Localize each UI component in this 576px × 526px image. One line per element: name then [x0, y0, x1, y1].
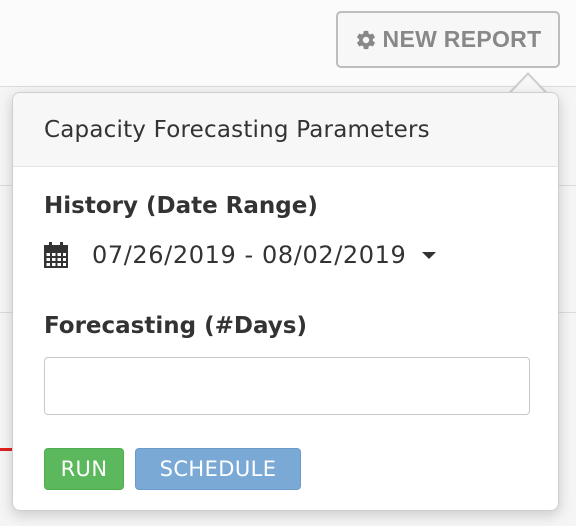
capacity-forecasting-popover: Capacity Forecasting Parameters History … [12, 92, 559, 511]
date-range-value: 07/26/2019 - 08/02/2019 [92, 241, 407, 269]
chevron-down-icon[interactable] [422, 251, 437, 259]
forecast-days-input[interactable] [44, 357, 530, 415]
new-report-label: NEW REPORT [382, 26, 542, 52]
chart-line-fragment [0, 448, 14, 451]
new-report-button[interactable]: NEW REPORT [336, 11, 560, 68]
popover-title: Capacity Forecasting Parameters [44, 116, 430, 143]
history-label: History (Date Range) [44, 193, 318, 219]
forecasting-label: Forecasting (#Days) [44, 313, 307, 339]
date-range-picker[interactable]: 07/26/2019 - 08/02/2019 [44, 241, 437, 269]
schedule-button[interactable]: SCHEDULE [135, 448, 301, 490]
run-button[interactable]: RUN [44, 448, 124, 490]
popover-arrow-inner [510, 75, 546, 94]
divider [0, 86, 576, 87]
popover-header: Capacity Forecasting Parameters [13, 93, 558, 167]
gear-icon [355, 29, 377, 51]
calendar-icon [44, 242, 68, 268]
